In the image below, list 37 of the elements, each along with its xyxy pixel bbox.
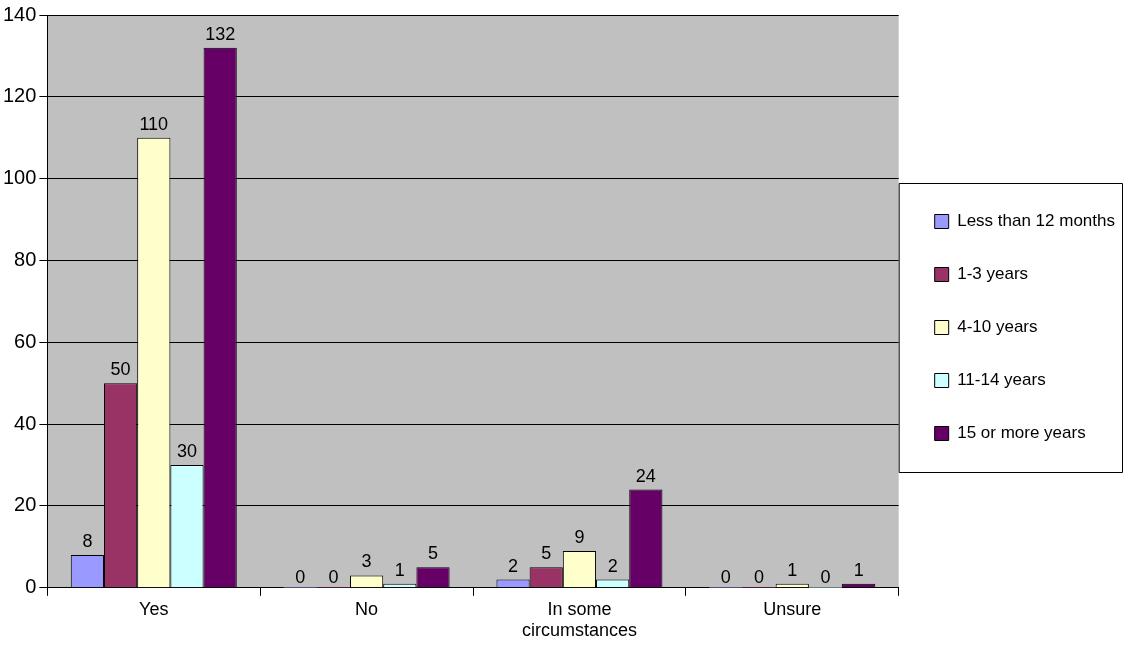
legend-label: 15 or more years (957, 423, 1086, 443)
data-label: 8 (82, 531, 93, 552)
x-tick-label: In some circumstances (521, 598, 637, 641)
y-tick-label: 140 (2, 2, 37, 25)
data-label: 5 (428, 543, 439, 564)
data-label: 50 (110, 359, 131, 380)
data-label: 132 (205, 23, 236, 44)
legend-label: 11-14 years (957, 370, 1046, 390)
data-label: 1 (394, 559, 405, 580)
data-label: 0 (820, 566, 831, 587)
data-label: 24 (635, 465, 656, 486)
data-label: 110 (139, 113, 169, 134)
y-tick-label: 100 (2, 166, 37, 189)
data-label: 9 (574, 526, 585, 547)
legend-label: 1-3 years (957, 264, 1029, 284)
data-label: 0 (295, 566, 306, 587)
legend-label: 4-10 years (957, 317, 1038, 337)
x-tick-label: Unsure (763, 598, 822, 619)
data-label: 2 (508, 555, 519, 576)
y-tick-label: 120 (2, 84, 37, 107)
y-tick-label: 0 (25, 575, 37, 598)
x-tick-label: Yes (139, 598, 169, 619)
y-tick-label: 40 (14, 411, 37, 434)
data-label: 1 (853, 559, 864, 580)
data-label: 5 (541, 543, 552, 564)
data-label: 1 (787, 559, 798, 580)
data-label: 0 (754, 566, 765, 587)
y-tick-label: 20 (14, 493, 37, 516)
y-tick-label: 60 (14, 329, 37, 352)
legend-label: Less than 12 months (957, 211, 1116, 231)
data-label: 3 (361, 551, 372, 572)
y-tick-label: 80 (14, 248, 37, 270)
x-tick-label: No (355, 598, 379, 619)
data-label: 2 (607, 555, 618, 576)
data-label: 30 (176, 441, 197, 462)
data-label: 0 (328, 566, 339, 587)
data-label: 0 (720, 566, 731, 587)
